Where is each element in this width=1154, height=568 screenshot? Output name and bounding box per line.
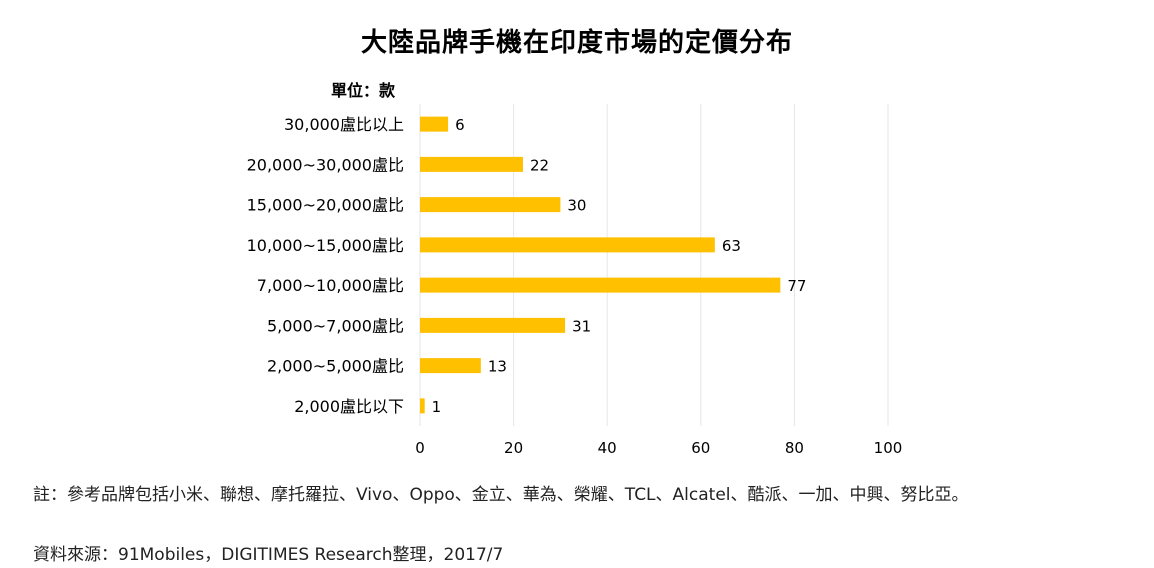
value-label: 1 (432, 398, 442, 416)
x-tick-label: 80 (785, 439, 804, 457)
value-label: 13 (488, 358, 507, 376)
source-note: 資料來源：91Mobiles，DIGITIMES Research整理，2017… (33, 545, 504, 565)
category-labels: 30,000盧比以上 20,000~30,000盧比 15,000~20,000盧比… (247, 115, 404, 416)
bar-chart: 30,000盧比以上 20,000~30,000盧比 15,000~20,000盧比… (247, 104, 902, 457)
value-label: 30 (567, 197, 586, 215)
gridlines (419, 104, 889, 426)
footnote: 註：參考品牌包括小米、聯想、摩托羅拉、Vivo、Oppo、金立、華為、榮耀、TC… (33, 485, 969, 505)
category-label: 2,000盧比以下 (294, 397, 404, 416)
bar (420, 277, 781, 293)
bar (420, 197, 561, 213)
x-tick-label: 60 (691, 439, 710, 457)
x-tick-label: 100 (874, 439, 903, 457)
value-label: 77 (787, 277, 806, 295)
value-label: 6 (455, 116, 465, 134)
bar (420, 358, 481, 374)
x-tick-label: 40 (598, 439, 617, 457)
category-label: 20,000~30,000盧比 (247, 155, 404, 174)
category-label: 5,000~7,000盧比 (267, 316, 404, 335)
bar (420, 116, 449, 132)
unit-label: 單位：款 (331, 81, 396, 100)
category-label: 7,000~10,000盧比 (257, 276, 404, 295)
x-tick-label: 20 (504, 439, 523, 457)
value-label: 31 (572, 317, 591, 335)
x-tick-label: 0 (415, 439, 425, 457)
chart-title: 大陸品牌手機在印度市場的定價分布 (360, 28, 793, 58)
bars (420, 116, 781, 414)
value-label: 63 (722, 237, 741, 255)
category-label: 30,000盧比以上 (284, 115, 404, 134)
value-labels: 6 22 30 63 77 31 13 1 (432, 116, 807, 416)
bar (420, 317, 566, 333)
value-label: 22 (530, 156, 549, 174)
category-label: 10,000~15,000盧比 (247, 236, 404, 255)
category-label: 15,000~20,000盧比 (247, 196, 404, 215)
bar (420, 156, 523, 172)
bar (420, 398, 425, 414)
bar (420, 237, 715, 253)
x-tick-labels: 0 20 40 60 80 100 (415, 439, 902, 457)
category-label: 2,000~5,000盧比 (267, 357, 404, 376)
